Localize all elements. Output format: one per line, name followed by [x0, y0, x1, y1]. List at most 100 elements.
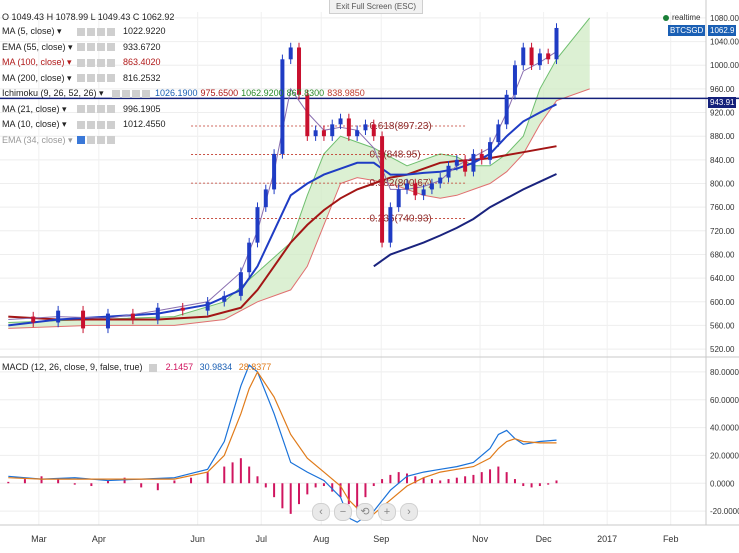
price-tick-label: 840.00: [710, 156, 735, 165]
time-tick-label: 2017: [597, 534, 617, 544]
candle-body: [388, 207, 393, 243]
fib-level-label: 0.382(800.67): [369, 178, 431, 189]
candle-body: [155, 307, 160, 320]
close-icon[interactable]: [107, 74, 115, 83]
reset-zoom-button[interactable]: ⟲: [356, 503, 374, 521]
candle-body: [380, 136, 385, 243]
status-dot-icon: [663, 14, 669, 21]
macd-value-1: 2.1457: [165, 362, 194, 372]
ohlc-high: H 1078.99: [46, 12, 89, 22]
eye-icon[interactable]: [77, 74, 85, 83]
price-tick-label: 680.00: [710, 250, 735, 259]
macd-settings-icon[interactable]: [149, 363, 158, 372]
indicator-row[interactable]: MA (10, close) ▾ 1012.4550: [2, 118, 166, 130]
settings-icon[interactable]: [87, 74, 95, 83]
price-tick-label: 560.00: [710, 321, 735, 330]
macd-legend: MACD (12, 26, close, 9, false, true) 2.1…: [2, 362, 271, 372]
macd-tick-label: 80.0000: [710, 368, 739, 377]
realtime-label: realtime: [672, 13, 701, 22]
fib-level-label: 0.236(740.93): [369, 213, 431, 224]
indicator-name: MA (200, close) ▾: [2, 72, 72, 83]
price-tick-label: 800.00: [710, 180, 735, 189]
plus-icon[interactable]: [97, 74, 105, 83]
candle-body: [446, 165, 451, 178]
eye-icon[interactable]: [77, 58, 85, 67]
plus-icon[interactable]: [97, 120, 105, 129]
candle-body: [297, 47, 302, 95]
settings-icon[interactable]: [87, 105, 95, 114]
macd-tick-label: 20.0000: [710, 451, 739, 460]
zoom-out-button[interactable]: −: [334, 503, 352, 521]
price-tick-label: 1040.00: [710, 38, 739, 47]
eye-icon[interactable]: [77, 120, 85, 129]
plus-icon[interactable]: [97, 58, 105, 67]
price-tick-label: 720.00: [710, 227, 735, 236]
settings-icon[interactable]: [87, 27, 95, 36]
candle-body: [313, 130, 318, 137]
settings-icon[interactable]: [87, 58, 95, 67]
indicator-row[interactable]: MA (5, close) ▾ 1022.9220: [2, 25, 166, 37]
plus-icon[interactable]: [132, 89, 140, 98]
indicator-row[interactable]: EMA (34, close) ▾: [2, 134, 123, 146]
ohlc-open: O 1049.43: [2, 12, 45, 22]
eye-icon[interactable]: [77, 105, 85, 114]
zoom-in-button[interactable]: +: [378, 503, 396, 521]
indicator-row[interactable]: Ichimoku (9, 26, 52, 26) ▾ 1026.1900 975.6…: [2, 87, 365, 99]
candle-body: [321, 130, 326, 137]
close-icon[interactable]: [107, 27, 115, 36]
close-icon[interactable]: [107, 136, 115, 145]
settings-icon[interactable]: [87, 136, 95, 145]
last-price-tag: 1062.9: [708, 25, 737, 36]
indicator-row[interactable]: EMA (55, close) ▾ 933.6720: [2, 41, 161, 53]
candle-body: [537, 53, 542, 66]
macd-tick-label: 40.0000: [710, 424, 739, 433]
plus-icon[interactable]: [97, 43, 105, 52]
candle-body: [346, 118, 351, 137]
close-icon[interactable]: [107, 58, 115, 67]
close-icon[interactable]: [107, 43, 115, 52]
candle-body: [130, 313, 135, 320]
plus-icon[interactable]: [97, 136, 105, 145]
settings-icon[interactable]: [87, 120, 95, 129]
candle-body: [438, 177, 443, 184]
settings-icon[interactable]: [87, 43, 95, 52]
indicator-name: Ichimoku (9, 26, 52, 26) ▾: [2, 88, 104, 98]
candle-body: [238, 272, 243, 296]
candle-body: [546, 53, 551, 60]
scroll-left-button[interactable]: ‹: [312, 503, 330, 521]
ma-200-line: [373, 173, 557, 268]
candle-body: [222, 295, 227, 302]
candle-body: [421, 189, 426, 196]
close-icon[interactable]: [142, 89, 150, 98]
candle-body: [288, 47, 293, 60]
close-icon[interactable]: [107, 105, 115, 114]
close-icon[interactable]: [107, 120, 115, 129]
candle-body: [521, 47, 526, 66]
price-tick-label: 520.00: [710, 345, 735, 354]
eye-icon[interactable]: [77, 43, 85, 52]
candle-body: [454, 159, 459, 166]
time-tick-label: Apr: [92, 534, 106, 544]
settings-icon[interactable]: [122, 89, 130, 98]
time-tick-label: Nov: [472, 534, 489, 544]
ohlc-readout: O 1049.43 H 1078.99 L 1049.43 C 1062.92: [2, 12, 174, 22]
plus-icon[interactable]: [97, 105, 105, 114]
scroll-right-button[interactable]: ›: [400, 503, 418, 521]
price-tick-label: 920.00: [710, 109, 735, 118]
candle-body: [263, 189, 268, 208]
indicator-value: 933.6720: [123, 41, 161, 52]
indicator-row[interactable]: MA (21, close) ▾ 996.1905: [2, 103, 161, 115]
time-tick-label: Jul: [255, 534, 267, 544]
fib-level-label: 0.5(848.95): [369, 150, 420, 161]
price-tick-label: 880.00: [710, 132, 735, 141]
exit-fullscreen-button[interactable]: Exit Full Screen (ESC): [329, 0, 423, 14]
indicator-value: 863.4020: [123, 57, 161, 67]
indicator-row[interactable]: MA (100, close) ▾ 863.4020: [2, 56, 161, 68]
indicator-row[interactable]: MA (200, close) ▾ 816.2532: [2, 72, 161, 84]
eye-icon[interactable]: [112, 89, 120, 98]
plus-icon[interactable]: [97, 27, 105, 36]
symbol-tag: BTCSGD: [668, 25, 706, 36]
eye-icon[interactable]: [77, 136, 85, 145]
eye-icon[interactable]: [77, 27, 85, 36]
